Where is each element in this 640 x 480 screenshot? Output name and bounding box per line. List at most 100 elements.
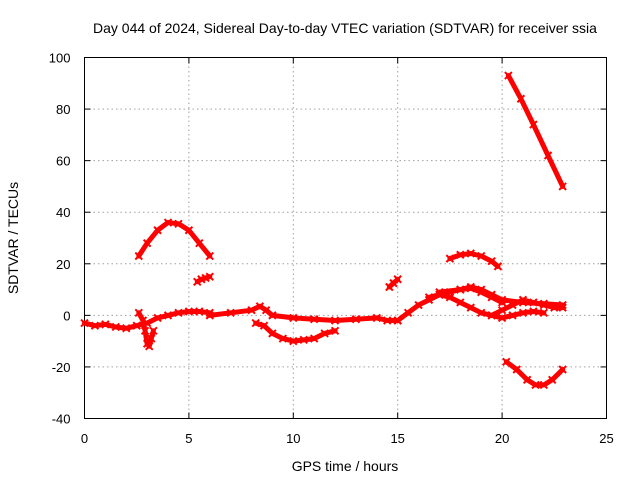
data-point <box>122 324 131 333</box>
data-point <box>403 308 413 317</box>
data-point <box>508 311 517 320</box>
data-point <box>550 303 559 312</box>
data-point <box>487 311 496 320</box>
data-point <box>497 305 507 315</box>
data-point <box>558 365 567 374</box>
data-point <box>504 71 513 80</box>
ticks <box>84 57 607 419</box>
data-point <box>539 380 549 390</box>
data-point <box>205 311 214 320</box>
series-trace-2 <box>134 308 158 351</box>
data-point <box>320 329 329 338</box>
data-traces <box>80 71 567 390</box>
data-point <box>456 298 465 307</box>
data-point <box>487 290 496 299</box>
y-tick-label: 20 <box>56 257 70 272</box>
x-tick-label: 25 <box>599 431 613 446</box>
data-point <box>502 357 511 366</box>
data-point <box>163 311 173 320</box>
data-point <box>309 315 319 324</box>
data-point <box>184 226 194 235</box>
data-point <box>351 315 361 324</box>
data-point <box>466 249 475 258</box>
data-point <box>268 329 277 338</box>
data-point <box>251 318 260 328</box>
data-point <box>531 380 540 390</box>
data-point <box>424 293 434 302</box>
data-point <box>548 375 557 385</box>
data-point <box>289 313 298 323</box>
y-tick-label: -20 <box>52 360 71 375</box>
data-point <box>153 313 162 323</box>
data-point <box>529 298 538 307</box>
data-point <box>512 365 521 374</box>
data-point <box>309 334 319 343</box>
series-trace-10 <box>445 249 503 271</box>
series-trace-13 <box>502 357 567 390</box>
plot-frame <box>84 57 607 419</box>
data-point <box>518 295 528 305</box>
series-trace-3 <box>134 218 214 261</box>
data-point <box>383 316 392 325</box>
data-point <box>163 218 173 227</box>
data-point <box>372 313 382 323</box>
data-point <box>268 311 277 320</box>
data-point <box>226 308 235 317</box>
y-tick-label: 40 <box>56 205 70 220</box>
y-tick-label: 100 <box>49 51 71 66</box>
x-axis-label: GPS time / hours <box>292 458 399 474</box>
x-tick-label: 20 <box>495 431 509 446</box>
data-point <box>205 272 214 281</box>
data-point <box>101 320 110 329</box>
data-point <box>134 308 143 317</box>
data-point <box>299 335 308 345</box>
y-axis-label: SDTVAR / TECUs <box>5 182 21 294</box>
data-point <box>145 342 154 351</box>
data-point <box>149 326 158 336</box>
series-trace-4 <box>193 272 214 287</box>
data-point <box>466 282 475 292</box>
data-point <box>539 300 549 310</box>
data-point <box>134 251 143 261</box>
data-point <box>142 238 152 248</box>
series-trace-14 <box>504 71 567 191</box>
data-point <box>466 303 475 312</box>
tick-labels: 0 5 10 15 20 25 -40 -20 0 20 40 60 80 100 <box>49 51 614 447</box>
data-point <box>174 219 183 229</box>
y-tick-label: 80 <box>56 102 70 117</box>
series-trace-7 <box>385 275 402 292</box>
data-point <box>184 307 194 316</box>
data-point <box>330 316 340 325</box>
data-point <box>195 238 204 248</box>
data-point <box>435 287 444 297</box>
series-trace-9 <box>424 290 549 323</box>
data-point <box>414 300 423 310</box>
data-point <box>393 275 402 284</box>
y-tick-label: -40 <box>52 412 71 427</box>
data-point <box>543 151 553 160</box>
data-point <box>477 251 486 261</box>
x-tick-label: 0 <box>81 431 88 446</box>
series-trace-12 <box>487 295 567 320</box>
data-point <box>138 316 148 325</box>
chart-title: Day 044 of 2024, Sidereal Day-to-day VTE… <box>93 20 597 36</box>
data-point <box>508 300 517 310</box>
data-point <box>539 308 549 317</box>
data-point <box>477 285 486 294</box>
data-point <box>497 295 507 305</box>
data-point <box>205 251 214 261</box>
data-point <box>174 308 183 317</box>
data-point <box>193 277 202 287</box>
data-point <box>153 226 162 235</box>
data-point <box>529 120 538 129</box>
data-point <box>140 326 150 336</box>
x-tick-label: 5 <box>185 431 192 446</box>
data-point <box>278 334 288 343</box>
y-tick-label: 60 <box>56 154 70 169</box>
data-point <box>393 316 402 325</box>
x-tick-label: 10 <box>286 431 300 446</box>
y-tick-label: 0 <box>63 308 70 323</box>
data-point <box>147 334 156 343</box>
data-point <box>247 305 256 315</box>
